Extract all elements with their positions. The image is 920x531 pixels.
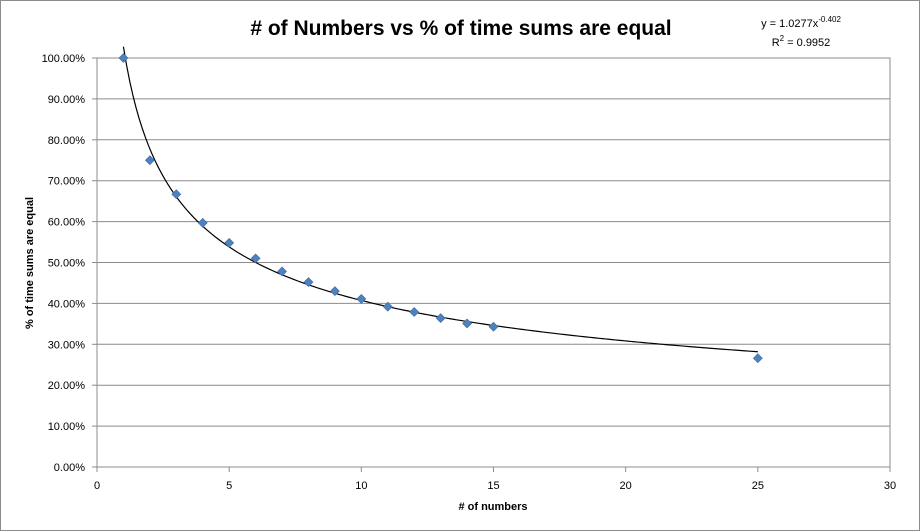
y-tick-label: 100.00% <box>42 53 86 65</box>
y-tick-label: 10.00% <box>48 421 86 433</box>
x-tick-label: 5 <box>226 480 232 492</box>
x-tick-label: 25 <box>752 480 764 492</box>
x-tick-label: 10 <box>355 480 367 492</box>
x-tick-labels: 0 5 10 15 20 25 30 <box>94 467 896 492</box>
data-point <box>382 301 393 312</box>
y-axis-title: % of time sums are equal <box>24 197 36 329</box>
data-points <box>118 53 763 364</box>
x-axis-title: # of numbers <box>458 501 527 513</box>
data-point <box>488 321 499 332</box>
y-tick-label: 20.00% <box>48 380 86 392</box>
x-tick-label: 30 <box>884 480 896 492</box>
y-tick-label: 50.00% <box>48 258 86 270</box>
data-point <box>118 53 129 63</box>
x-tick-label: 15 <box>487 480 499 492</box>
trendline-r-squared: R2 = 0.9952 <box>772 34 831 49</box>
data-point <box>462 318 472 329</box>
data-point <box>250 253 261 264</box>
y-tick-label: 0.00% <box>54 462 85 474</box>
y-tick-label: 80.00% <box>48 135 86 147</box>
y-tick-labels: 0.00% 10.00% 20.00% 30.00% 40.00% 50.00% 60.00… <box>42 53 97 474</box>
x-tick-label: 0 <box>94 480 100 492</box>
data-point <box>277 266 287 277</box>
data-point <box>435 313 446 324</box>
data-point <box>356 293 367 304</box>
grid-lines <box>97 57 890 427</box>
data-point <box>144 155 155 166</box>
x-tick-label: 20 <box>620 480 632 492</box>
data-point <box>197 217 208 228</box>
y-tick-label: 30.00% <box>48 339 86 351</box>
data-point <box>171 189 182 200</box>
power-trendline <box>122 46 758 353</box>
data-point <box>224 237 235 248</box>
y-tick-label: 40.00% <box>48 298 86 310</box>
chart-title: # of Numbers vs % of time sums are equal <box>250 17 671 40</box>
y-tick-label: 90.00% <box>48 94 86 106</box>
y-tick-label: 70.00% <box>48 176 86 188</box>
data-point <box>409 307 420 317</box>
trendline-equation: y = 1.0277x-0.402 <box>761 15 841 30</box>
y-tick-label: 60.00% <box>48 217 86 229</box>
data-point <box>752 353 763 364</box>
data-point <box>303 277 314 288</box>
data-point <box>329 286 340 297</box>
